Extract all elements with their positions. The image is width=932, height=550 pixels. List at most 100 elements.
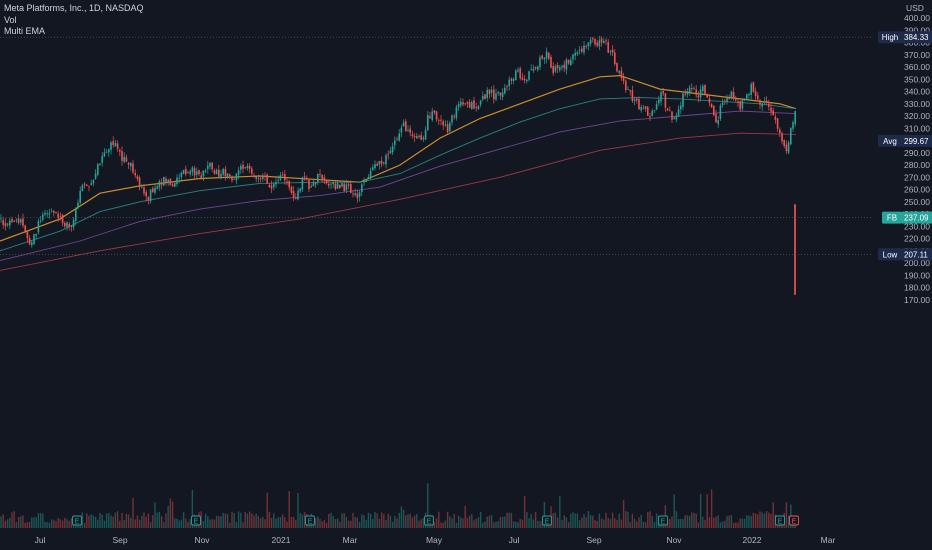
volume-bar [380,512,383,528]
badge-label-text: Low [883,250,898,259]
candle-body [2,220,4,225]
candle-body [28,238,31,245]
candle-body [455,107,458,118]
candle-body [675,115,678,120]
ema-line-1 [0,74,797,242]
earnings-marker[interactable]: E [305,515,315,526]
candle-body [79,190,81,203]
candle-body [42,214,44,220]
candle-body [367,177,370,178]
volume-bar [35,517,37,528]
candle-body [165,178,167,183]
volume-bar [682,519,684,528]
candle-body [515,70,517,81]
candle-body [57,213,59,219]
candle-body [361,184,363,193]
candle-body [323,177,326,181]
candle-body [0,218,2,220]
candle-body [268,184,271,187]
volume-bar [374,512,376,528]
time-axis[interactable]: Jul Sep Nov 2021 Mar May Jul Sep Nov 2022 Mar [35,535,836,545]
badge-last: FB 237.09 [882,211,932,224]
indicator-multi-ema[interactable]: Multi EMA [4,26,46,36]
badge-label-bg [882,211,902,224]
volume-bar [121,512,123,528]
candle-body [787,142,790,153]
earnings-marker[interactable]: E [424,515,434,526]
candle-body [215,169,218,175]
volume-bar [433,522,436,528]
volume-bar [499,516,502,528]
earnings-marker-box [424,515,434,526]
candle-body [171,184,174,187]
candle-body [132,163,134,173]
volume-bar [770,514,772,528]
earnings-marker[interactable]: E [191,515,201,526]
candle-body [204,170,207,172]
candle-body [180,172,183,178]
candle-body [383,162,385,164]
earnings-marker[interactable]: E [789,515,799,526]
y-tick-label: 350.00 [904,74,930,84]
volume-bar [292,516,295,528]
volume-bar [394,516,396,528]
volume-bar [17,517,20,528]
candle-body [312,182,315,187]
candle-body [682,93,684,107]
indicator-vol[interactable]: Vol [4,14,17,25]
level-lines [0,36,872,255]
volume-bar [724,520,726,528]
candle-body [444,124,447,126]
volume-bar [105,513,108,528]
candle-body [640,107,642,111]
symbol-title[interactable]: Meta Platforms, Inc., 1D, NASDAQ [4,3,144,13]
volume-bar [462,518,464,528]
volume-bar [523,495,526,528]
candle-body [350,184,352,193]
badge-value-text: 384.33 [904,33,929,42]
y-tick-label: 190.00 [904,270,930,280]
candle-body [603,40,605,44]
candle-body [262,176,264,180]
volume-bar [66,519,68,528]
volume-bar [446,511,449,528]
volume-bar [154,502,156,528]
candle-body [48,213,51,215]
volume-bar [510,512,513,528]
volume-bar [400,506,403,528]
candle-body [757,95,759,100]
volume-bar [603,519,605,528]
candle-body [424,129,427,140]
candle-body [495,93,497,100]
candle-body [394,140,396,146]
volume-bar [262,516,264,528]
candle-body [303,176,306,178]
candle-body [548,52,550,59]
volume-bar [209,519,211,528]
earnings-marker[interactable]: E [775,515,785,526]
candle-body [717,120,719,125]
candle-body [211,162,213,170]
volume-bar [86,513,88,528]
candle-body [218,169,220,177]
candle-body [231,176,233,181]
volume-bar [64,517,66,528]
volume-bar [572,512,574,528]
volume-bar [279,517,282,528]
volume-bar [534,511,537,528]
volume-bar [90,514,92,528]
volume-bar [141,515,143,528]
earnings-marker[interactable]: E [72,515,82,526]
candle-body [343,183,345,192]
candle-body [253,175,255,178]
earnings-marker[interactable]: E [542,515,552,526]
volume-bar [145,516,147,528]
candle-body [592,38,594,40]
volume-bar [330,512,332,528]
volume-bar [361,514,363,528]
volume-bar [517,522,519,528]
volume-bar [631,513,634,528]
earnings-marker[interactable]: E [658,515,668,526]
